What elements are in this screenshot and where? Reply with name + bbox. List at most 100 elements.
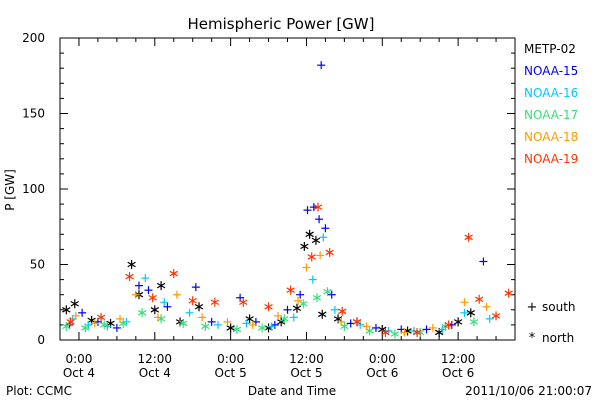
data-point: [179, 318, 188, 328]
data-point: [362, 322, 371, 331]
footer-timestamp: 2011/10/06 21:00:07: [465, 384, 592, 398]
data-point: [300, 241, 309, 251]
data-point: [264, 302, 273, 312]
data-point: [313, 202, 323, 212]
data-point: [325, 247, 334, 257]
data-point: [96, 312, 106, 322]
data-point: [292, 303, 302, 313]
data-point: [453, 317, 463, 327]
data-point: [280, 314, 289, 324]
data-point: [283, 305, 292, 314]
data-point: [223, 317, 232, 326]
data-point: [185, 308, 194, 317]
data-point: [466, 308, 475, 318]
data-point: [242, 319, 251, 328]
data-point: [81, 323, 90, 333]
x-tick-label-date: Oct 5: [290, 366, 322, 380]
data-point: [100, 320, 109, 330]
data-point: [153, 313, 162, 322]
data-point: [62, 305, 71, 315]
x-tick-label-time: 0:00: [369, 352, 396, 366]
x-tick-label-date: Oct 4: [63, 366, 95, 380]
data-point: [319, 233, 328, 242]
data-point: [444, 320, 453, 330]
data-point: [194, 302, 204, 312]
y-tick-label: 0: [37, 333, 45, 347]
x-tick-label-time: 0:00: [65, 352, 92, 366]
data-point: [156, 281, 166, 291]
data-point: [207, 317, 216, 326]
data-point: [274, 311, 283, 320]
x-tick-label-date: Oct 4: [139, 366, 171, 380]
data-point: [316, 251, 325, 260]
y-tick-label: 150: [22, 107, 45, 121]
data-point: [296, 290, 305, 299]
x-tick-label-time: 0:00: [217, 352, 244, 366]
data-point: [390, 329, 400, 339]
data-point: [299, 299, 308, 309]
data-point: [464, 232, 473, 242]
legend-item: METP-02: [524, 42, 576, 56]
data-point: [125, 272, 134, 282]
data-point: [330, 305, 339, 314]
data-point: [141, 274, 150, 283]
data-point: [381, 327, 390, 337]
data-point: [131, 290, 140, 299]
data-point: [371, 323, 380, 332]
x-tick-label-time: 12:00: [289, 352, 324, 366]
data-point: [62, 321, 71, 331]
data-point: [90, 319, 99, 328]
plot-frame: [59, 37, 516, 341]
data-point: [71, 311, 80, 320]
data-point: [239, 297, 248, 307]
data-point: [112, 323, 121, 332]
data-point: [70, 299, 79, 309]
data-point: [137, 308, 147, 318]
data-point: [188, 296, 197, 306]
data-point: [400, 328, 409, 337]
data-point: [412, 327, 422, 337]
data-point: [210, 297, 220, 307]
data-point: [267, 322, 276, 331]
data-point: [78, 308, 87, 317]
data-point: [318, 309, 327, 319]
x-tick-label-date: Oct 5: [215, 366, 247, 380]
legend-south-symbol: +: [527, 300, 538, 315]
x-tick-label-time: 12:00: [137, 352, 172, 366]
data-point: [460, 308, 469, 317]
data-point: [479, 257, 488, 266]
data-point: [312, 293, 322, 303]
data-point: [258, 323, 267, 333]
data-point: [286, 285, 295, 295]
data-point: [469, 317, 479, 327]
data-point: [474, 294, 484, 304]
y-axis-ticks: 0 50 100 150 200: [22, 31, 515, 347]
x-tick-label-date: Oct 6: [442, 366, 474, 380]
data-point: [160, 298, 169, 307]
data-point: [302, 263, 311, 272]
x-tick-label-time: 12:00: [441, 352, 476, 366]
data-point: [337, 317, 346, 326]
legend-item: NOAA-15: [524, 64, 578, 78]
legend-item: NOAA-18: [524, 130, 578, 144]
data-point: [311, 235, 321, 245]
data-point: [308, 275, 317, 284]
data-point: [148, 293, 157, 303]
data-point: [307, 252, 316, 262]
data-point: [303, 206, 312, 215]
data-point: [460, 298, 469, 307]
y-axis-label: P [GW]: [3, 169, 17, 211]
data-point: [116, 314, 125, 323]
y-tick-label: 100: [22, 182, 45, 196]
data-point: [309, 203, 318, 212]
y-tick-label: 50: [30, 258, 45, 272]
data-marks: [62, 61, 513, 339]
data-point: [305, 229, 314, 239]
legend: METP-02 NOAA-15 NOAA-16 NOAA-17 NOAA-18 NOAA-…: [524, 42, 578, 166]
legend-south-label: south: [542, 300, 576, 314]
data-point: [127, 260, 136, 269]
data-point: [169, 269, 178, 279]
data-point: [482, 302, 491, 311]
